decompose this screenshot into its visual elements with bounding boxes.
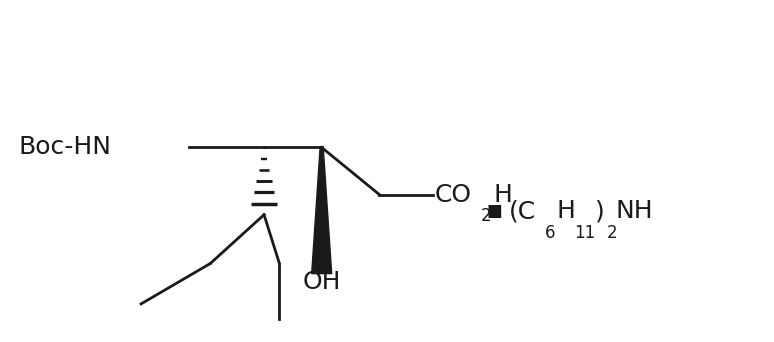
Text: NH: NH	[616, 199, 653, 223]
Text: H: H	[556, 199, 575, 223]
Text: OH: OH	[303, 270, 341, 294]
Text: (C: (C	[509, 199, 536, 223]
Text: 6: 6	[546, 224, 556, 242]
Text: ): )	[594, 199, 604, 223]
Text: 2: 2	[607, 224, 618, 242]
Text: 2: 2	[481, 207, 491, 225]
Polygon shape	[312, 147, 332, 274]
Text: CO: CO	[435, 183, 471, 207]
Text: H: H	[494, 183, 512, 207]
Text: 11: 11	[574, 224, 596, 242]
Text: ■: ■	[487, 202, 502, 220]
Text: Boc-HN: Boc-HN	[18, 135, 111, 159]
